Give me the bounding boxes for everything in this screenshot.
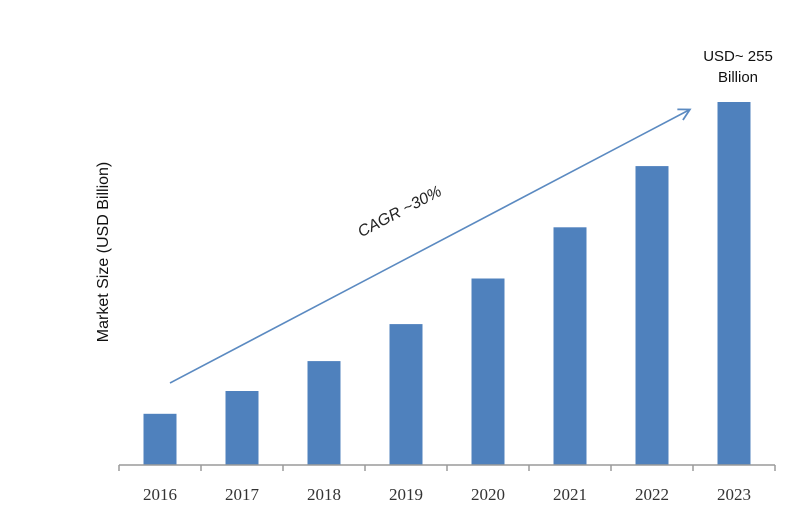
x-tick-label-2018: 2018	[307, 485, 341, 504]
x-tick-label-2017: 2017	[225, 485, 260, 504]
value-callout-line2: Billion	[718, 69, 758, 86]
bar-2022	[635, 166, 669, 465]
bar-2019	[389, 324, 423, 465]
x-tick-label-2021: 2021	[553, 485, 587, 504]
bars-layer	[143, 102, 751, 465]
value-callout-line1: USD~ 255	[703, 48, 773, 65]
bar-2016	[143, 413, 177, 465]
cagr-annotation: CAGR ~30%	[355, 183, 444, 241]
x-tick-label-2022: 2022	[635, 485, 669, 504]
cagr-arrow	[169, 108, 692, 384]
bar-2020	[471, 278, 505, 465]
x-tick-label-2020: 2020	[471, 485, 505, 504]
x-tick-label-2023: 2023	[717, 485, 751, 504]
x-tick-label-2019: 2019	[389, 485, 423, 504]
x-axis-ticks	[118, 465, 776, 471]
x-axis-tick-labels: 2016 2017 2018 2019 2020 2021 2022 2023	[143, 485, 751, 504]
bar-2023	[717, 102, 751, 465]
bar-2021	[553, 227, 587, 465]
x-tick-label-2016: 2016	[143, 485, 177, 504]
bar-2018	[307, 361, 341, 465]
bar-2017	[225, 391, 259, 465]
y-axis-label: Market Size (USD Billion)	[95, 162, 112, 342]
